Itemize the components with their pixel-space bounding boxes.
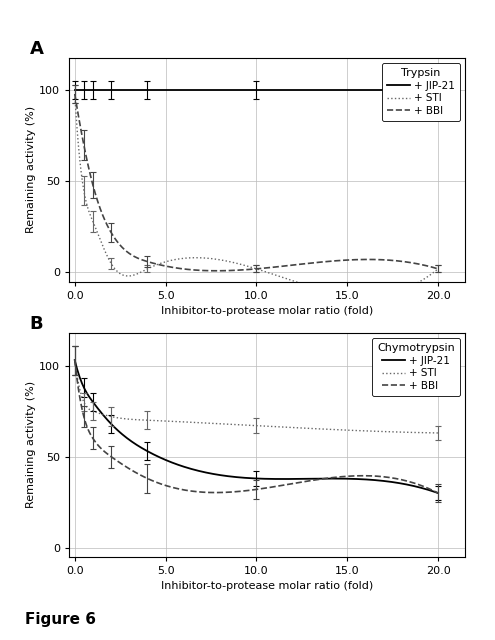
X-axis label: Inhibitor-to-protease molar ratio (fold): Inhibitor-to-protease molar ratio (fold) — [161, 306, 373, 316]
Text: Figure 6: Figure 6 — [25, 612, 96, 627]
Text: B: B — [30, 315, 44, 333]
Legend: + JIP-21, + STI, + BBI: + JIP-21, + STI, + BBI — [372, 338, 460, 396]
Y-axis label: Remaining activity (%): Remaining activity (%) — [27, 381, 37, 508]
Text: A: A — [30, 40, 44, 58]
X-axis label: Inhibitor-to-protease molar ratio (fold): Inhibitor-to-protease molar ratio (fold) — [161, 581, 373, 591]
Y-axis label: Remaining activity (%): Remaining activity (%) — [27, 106, 37, 233]
Legend: + JIP-21, + STI, + BBI: + JIP-21, + STI, + BBI — [382, 63, 460, 121]
